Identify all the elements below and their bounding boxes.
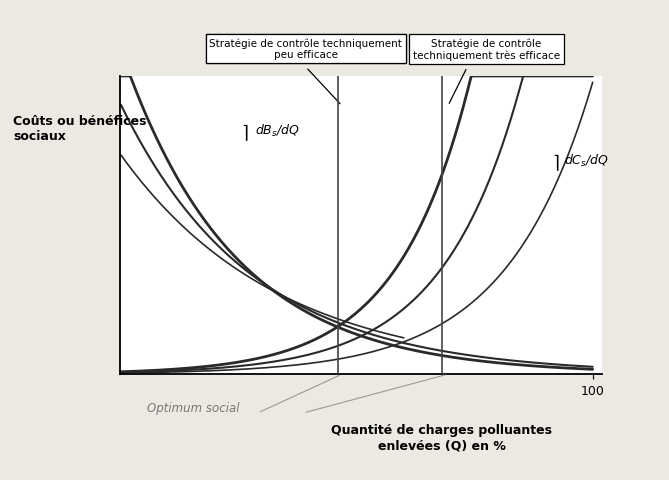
Text: Coûts ou bénéfices
sociaux: Coûts ou bénéfices sociaux — [13, 115, 147, 143]
Text: Stratégie de contrôle techniquement
peu efficace: Stratégie de contrôle techniquement peu … — [209, 38, 402, 60]
Text: Stratégie de contrôle techniquement
peu efficace: Stratégie de contrôle techniquement peu … — [209, 38, 402, 60]
Text: Optimum social: Optimum social — [147, 401, 240, 414]
Text: $\lfloor$: $\lfloor$ — [554, 151, 561, 170]
Text: dC$_s$/dQ: dC$_s$/dQ — [563, 152, 609, 168]
Text: dB$_s$/dQ: dB$_s$/dQ — [256, 122, 300, 138]
Text: Stratégie de contrôle
techniquement très efficace: Stratégie de contrôle techniquement très… — [413, 38, 560, 61]
Text: Quantité de charges polluantes
enlevées (Q) en %: Quantité de charges polluantes enlevées … — [331, 423, 552, 451]
Text: $\lfloor$: $\lfloor$ — [244, 121, 250, 140]
